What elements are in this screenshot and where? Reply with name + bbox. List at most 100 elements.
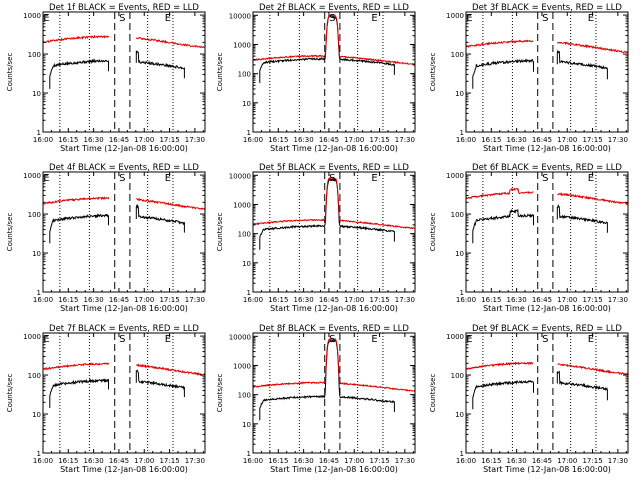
x-tick-label: 16:45 bbox=[319, 457, 339, 465]
marker-label-s: S bbox=[329, 173, 335, 184]
y-tick-label: 100 bbox=[28, 372, 41, 380]
x-tick-label: 16:00 bbox=[243, 457, 263, 465]
x-tick-label: 16:45 bbox=[532, 457, 552, 465]
x-tick-label: 16:15 bbox=[58, 136, 78, 144]
events-series-line bbox=[50, 215, 109, 244]
y-tick-label: 1 bbox=[460, 450, 464, 458]
marker-label-s: S bbox=[542, 13, 548, 24]
y-tick-label: 100 bbox=[451, 211, 464, 219]
marker-label-e: E bbox=[371, 334, 377, 345]
x-tick-label: 16:00 bbox=[33, 136, 53, 144]
y-tick-label: 10 bbox=[32, 250, 41, 258]
x-tick-label: 16:45 bbox=[532, 296, 552, 304]
y-tick-label: 1000 bbox=[23, 172, 41, 180]
marker-label-e: E bbox=[371, 13, 377, 24]
x-tick-label: 16:45 bbox=[319, 136, 339, 144]
x-tick-label: 17:30 bbox=[608, 136, 628, 144]
lld-series-line bbox=[466, 41, 533, 48]
lld-series-line bbox=[558, 193, 628, 204]
y-axis-label: Counts/sec bbox=[429, 213, 437, 252]
x-tick-label: 16:45 bbox=[319, 296, 339, 304]
y-tick-label: 1 bbox=[37, 450, 41, 458]
events-series-line bbox=[473, 381, 534, 410]
x-tick-label: 16:15 bbox=[268, 457, 288, 465]
events-series-line bbox=[136, 51, 184, 78]
y-tick-label: 1000 bbox=[446, 172, 464, 180]
y-axis-label: Counts/sec bbox=[6, 374, 14, 413]
y-tick-label: 10000 bbox=[229, 172, 251, 180]
y-tick-label: 10 bbox=[242, 421, 251, 429]
plot-frame bbox=[43, 12, 205, 132]
lld-series-line bbox=[136, 199, 205, 210]
x-axis-label: Start Time (12-Jan-08 16:00:00) bbox=[60, 465, 188, 474]
y-tick-label: 1000 bbox=[233, 41, 251, 49]
marker-label-s: S bbox=[119, 13, 125, 24]
events-series-line bbox=[136, 370, 184, 397]
events-series-line bbox=[50, 379, 109, 408]
plot-frame bbox=[43, 172, 205, 292]
x-tick-label: 17:00 bbox=[344, 457, 364, 465]
marker-label-s: S bbox=[329, 13, 335, 24]
x-axis-label: Start Time (12-Jan-08 16:00:00) bbox=[483, 304, 611, 313]
events-series-line bbox=[473, 210, 534, 243]
y-tick-label: 1000 bbox=[23, 12, 41, 20]
lld-series-line bbox=[43, 363, 109, 369]
y-tick-label: 1 bbox=[37, 129, 41, 137]
x-tick-label: 17:30 bbox=[185, 457, 205, 465]
x-tick-label: 16:00 bbox=[243, 296, 263, 304]
lld-series-line bbox=[136, 38, 205, 48]
plot-frame bbox=[253, 333, 415, 453]
lld-series-line bbox=[43, 197, 109, 204]
x-tick-label: 16:15 bbox=[268, 136, 288, 144]
x-tick-label: 16:15 bbox=[481, 136, 501, 144]
x-tick-label: 16:00 bbox=[456, 457, 476, 465]
detector-lightcurve-grid: Det 1f BLACK = Events, RED = LLDE S E16:00… bbox=[0, 0, 640, 480]
y-axis-label: Counts/sec bbox=[216, 213, 224, 252]
plot-frame bbox=[466, 12, 628, 132]
x-tick-label: 16:00 bbox=[456, 296, 476, 304]
y-tick-label: 1 bbox=[460, 129, 464, 137]
events-series-line bbox=[136, 206, 184, 233]
x-tick-label: 17:00 bbox=[557, 136, 577, 144]
events-series-line bbox=[557, 206, 607, 233]
y-tick-label: 10 bbox=[455, 250, 464, 258]
plot-frame bbox=[466, 333, 628, 453]
x-tick-label: 16:30 bbox=[294, 296, 314, 304]
x-tick-label: 17:00 bbox=[134, 457, 154, 465]
y-axis-label: Counts/sec bbox=[6, 53, 14, 92]
x-tick-label: 17:15 bbox=[159, 457, 179, 465]
x-tick-label: 16:15 bbox=[481, 457, 501, 465]
y-tick-label: 1 bbox=[247, 129, 251, 137]
marker-label-e: E bbox=[588, 334, 594, 345]
x-tick-label: 17:30 bbox=[395, 296, 415, 304]
x-tick-label: 17:00 bbox=[134, 296, 154, 304]
events-series-line bbox=[50, 60, 109, 89]
x-tick-label: 16:30 bbox=[84, 296, 104, 304]
x-tick-label: 17:15 bbox=[159, 296, 179, 304]
plot-frame bbox=[253, 172, 415, 292]
y-tick-label: 1000 bbox=[23, 333, 41, 341]
y-tick-label: 100 bbox=[451, 372, 464, 380]
marker-label-s: S bbox=[542, 173, 548, 184]
x-axis-label: Start Time (12-Jan-08 16:00:00) bbox=[270, 304, 398, 313]
y-tick-label: 10000 bbox=[229, 12, 251, 20]
x-tick-label: 16:30 bbox=[507, 136, 527, 144]
x-tick-label: 17:15 bbox=[369, 296, 389, 304]
x-tick-label: 17:15 bbox=[159, 136, 179, 144]
y-tick-label: 100 bbox=[238, 231, 251, 239]
x-tick-label: 16:30 bbox=[84, 136, 104, 144]
events-series-line bbox=[473, 60, 534, 89]
x-tick-label: 17:15 bbox=[369, 457, 389, 465]
x-axis-label: Start Time (12-Jan-08 16:00:00) bbox=[270, 465, 398, 474]
marker-label-s: S bbox=[119, 173, 125, 184]
y-axis-label: Counts/sec bbox=[216, 374, 224, 413]
chart-panel-6f: Det 6f BLACK = Events, RED = LLDS E16:00 1… bbox=[429, 163, 628, 313]
x-axis-label: Start Time (12-Jan-08 16:00:00) bbox=[483, 144, 611, 153]
x-tick-label: 16:15 bbox=[58, 457, 78, 465]
y-tick-label: 10 bbox=[32, 411, 41, 419]
chart-panel-3f: Det 3f BLACK = Events, RED = LLDE S E16:00… bbox=[429, 3, 628, 153]
marker-label-s: S bbox=[542, 334, 548, 345]
y-tick-label: 100 bbox=[238, 392, 251, 400]
x-tick-label: 17:00 bbox=[557, 296, 577, 304]
